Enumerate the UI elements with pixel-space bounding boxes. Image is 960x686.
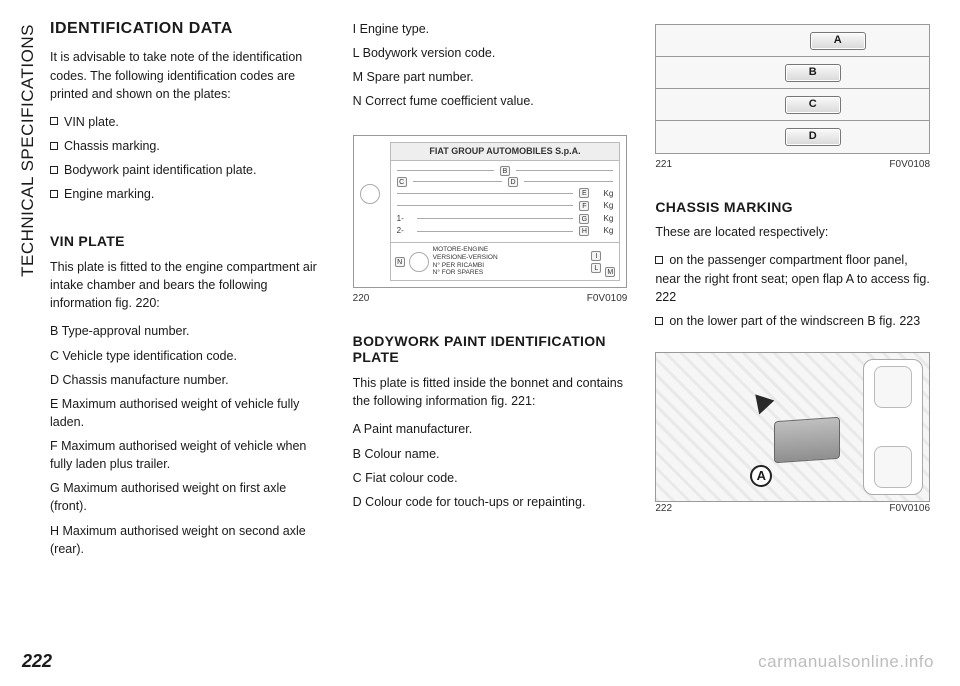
- bullet-item: on the passenger compartment floor panel…: [655, 251, 930, 305]
- plate-label: E: [579, 188, 589, 198]
- side-tab-label: TECHNICAL SPECIFICATIONS: [16, 20, 40, 281]
- bullet-list: VIN plate. Chassis marking. Bodywork pai…: [50, 113, 325, 210]
- plate-label: C: [397, 177, 407, 187]
- watermark: carmanualsonline.info: [758, 652, 934, 672]
- plate-label: D: [508, 177, 518, 187]
- column-2: I Engine type. L Bodywork version code. …: [353, 20, 628, 564]
- plate-label: B: [500, 166, 510, 176]
- list-item: N Correct fume coefficient value.: [353, 92, 628, 110]
- plate-unit: Kg: [595, 200, 613, 212]
- square-bullet-icon: [50, 166, 58, 174]
- square-bullet-icon: [655, 256, 663, 264]
- list-item: C Vehicle type identification code.: [50, 347, 325, 365]
- list-item: F Maximum authorised weight of vehicle w…: [50, 437, 325, 473]
- list-item: L Bodywork version code.: [353, 44, 628, 62]
- intro-para: It is advisable to take note of the iden…: [50, 48, 325, 102]
- bullet-item: Engine marking.: [50, 185, 325, 203]
- list-item: C Fiat colour code.: [353, 469, 628, 487]
- plate-unit: Kg: [595, 213, 613, 225]
- flap-illustration: [774, 417, 840, 464]
- page-number: 222: [22, 651, 52, 672]
- bullet-item: Bodywork paint identification plate.: [50, 161, 325, 179]
- bullet-item: VIN plate.: [50, 113, 325, 131]
- column-3: A B C D 221 F0V0108 CHASSIS MARKING Thes…: [655, 20, 930, 564]
- plate-row-num: 2-: [397, 225, 411, 237]
- plate-label: M: [605, 267, 615, 277]
- list-item: D Colour code for touch-ups or repaintin…: [353, 493, 628, 511]
- figure-220: FIAT GROUP AUTOMOBILES S.p.A. B C D E Kg F…: [353, 135, 628, 289]
- plate-row-num: 1-: [397, 213, 411, 225]
- plate-label: F: [579, 201, 589, 211]
- plate-line: N° FOR SPARES: [433, 269, 588, 277]
- chassis-intro: These are located respectively:: [655, 223, 930, 241]
- chassis-heading: CHASSIS MARKING: [655, 199, 930, 216]
- plate-label: I: [591, 251, 601, 261]
- vin-intro: This plate is fitted to the engine compa…: [50, 258, 325, 312]
- list-item: D Chassis manufacture number.: [50, 371, 325, 389]
- plate-hole-icon: [360, 184, 380, 204]
- column-1: IDENTIFICATION DATA It is advisable to t…: [50, 20, 325, 564]
- square-bullet-icon: [50, 117, 58, 125]
- bodywork-heading: BODYWORK PAINT IDENTIFICATION PLATE: [353, 333, 628, 367]
- plate-brand: FIAT GROUP AUTOMOBILES S.p.A.: [390, 142, 621, 161]
- plate-unit: Kg: [595, 188, 613, 200]
- bullet-text: Bodywork paint identification plate.: [64, 163, 256, 177]
- bullet-text: Engine marking.: [64, 187, 154, 201]
- plate-line: VERSIONE-VERSION: [433, 254, 588, 262]
- list-item: E Maximum authorised weight of vehicle f…: [50, 395, 325, 431]
- figure-number: 221: [655, 158, 672, 173]
- slot-tag: D: [785, 128, 841, 146]
- plate-line: MOTORE-ENGINE: [433, 246, 588, 254]
- square-bullet-icon: [50, 190, 58, 198]
- plate-label: L: [591, 263, 601, 273]
- bullet-item: Chassis marking.: [50, 137, 325, 155]
- bullet-item: on the lower part of the windscreen B fi…: [655, 312, 930, 330]
- list-item: M Spare part number.: [353, 68, 628, 86]
- side-tab: TECHNICAL SPECIFICATIONS: [16, 20, 46, 564]
- list-item: A Paint manufacturer.: [353, 420, 628, 438]
- arrow-icon: [750, 394, 775, 417]
- plate-label: G: [579, 214, 589, 224]
- figure-221: A B C D: [655, 24, 930, 154]
- square-bullet-icon: [655, 317, 663, 325]
- bullet-text: on the lower part of the windscreen B fi…: [669, 314, 920, 328]
- bodywork-intro: This plate is fitted inside the bonnet a…: [353, 374, 628, 410]
- vin-plate-heading: VIN PLATE: [50, 233, 325, 250]
- list-item: G Maximum authorised weight on first axl…: [50, 479, 325, 515]
- list-item: B Colour name.: [353, 445, 628, 463]
- plate-label: N: [395, 257, 405, 267]
- slot-tag: C: [785, 96, 841, 114]
- figure-number: 220: [353, 292, 370, 307]
- plate-unit: Kg: [595, 225, 613, 237]
- plate-hole-icon: [409, 252, 429, 272]
- callout-tag: A: [750, 465, 772, 487]
- section-title: IDENTIFICATION DATA: [50, 20, 325, 38]
- slot-tag: A: [810, 32, 866, 50]
- slot-tag: B: [785, 64, 841, 82]
- bullet-text: on the passenger compartment floor panel…: [655, 253, 929, 303]
- figure-code: F0V0108: [889, 158, 930, 173]
- list-item: H Maximum authorised weight on second ax…: [50, 522, 325, 558]
- figure-222: A: [655, 352, 930, 502]
- list-item: B Type-approval number.: [50, 322, 325, 340]
- list-item: I Engine type.: [353, 20, 628, 38]
- seat-illustration: [863, 359, 923, 495]
- bullet-text: Chassis marking.: [64, 139, 160, 153]
- bullet-text: VIN plate.: [64, 115, 119, 129]
- figure-number: 222: [655, 502, 672, 517]
- square-bullet-icon: [50, 142, 58, 150]
- figure-code: F0V0109: [587, 292, 628, 307]
- figure-code: F0V0106: [889, 502, 930, 517]
- plate-label: H: [579, 226, 589, 236]
